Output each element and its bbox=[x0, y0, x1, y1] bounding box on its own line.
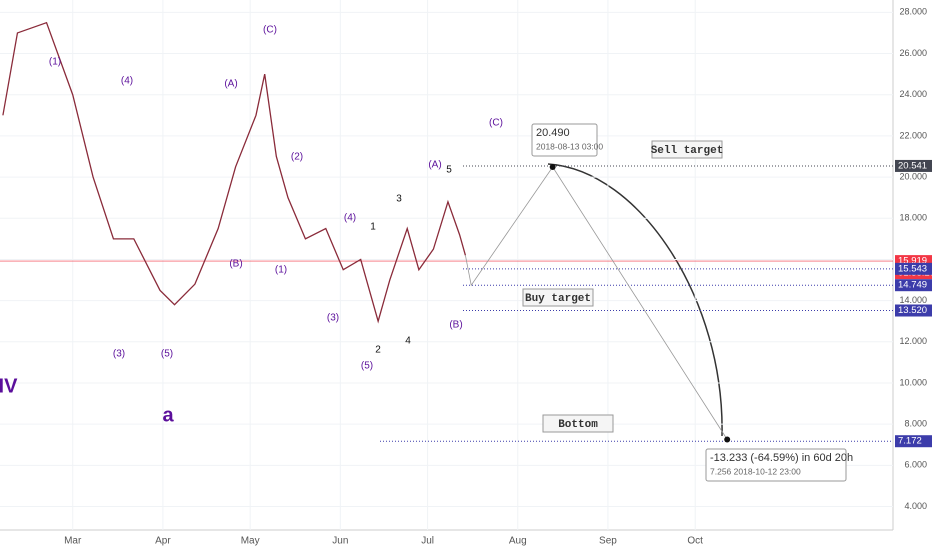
tooltip-text: 7.256 2018-10-12 23:00 bbox=[710, 466, 801, 476]
price-tag bbox=[895, 304, 932, 317]
wave-label: (A) bbox=[224, 79, 237, 90]
wave-label: IV bbox=[0, 375, 18, 397]
price-tag-label: 15.919 bbox=[898, 256, 927, 267]
price-tag bbox=[895, 255, 932, 268]
y-tick-label: 24.000 bbox=[899, 89, 927, 99]
wave-label: (5) bbox=[361, 361, 373, 372]
wave-label: (C) bbox=[489, 118, 503, 129]
wave-label: (B) bbox=[449, 320, 462, 331]
y-tick-label: 12.000 bbox=[899, 336, 927, 346]
x-tick-label: Oct bbox=[687, 536, 703, 547]
y-tick-label: 14.000 bbox=[899, 295, 927, 305]
x-tick-label: Jun bbox=[332, 536, 348, 547]
wave-label: (3) bbox=[113, 349, 125, 360]
x-tick-label: Jul bbox=[421, 536, 434, 547]
target-box bbox=[522, 288, 594, 307]
wave-label: a bbox=[162, 404, 174, 426]
x-tick-label: Sep bbox=[599, 536, 617, 547]
projection-point bbox=[549, 163, 556, 170]
tooltip-text: -13.233 (-64.59%) in 60d 20h bbox=[710, 452, 853, 464]
price-tag bbox=[895, 159, 932, 172]
wave-label: (C) bbox=[263, 25, 277, 36]
price-line bbox=[465, 166, 728, 440]
x-tick-label: May bbox=[241, 536, 260, 547]
wave-label: 5 bbox=[446, 165, 452, 176]
wave-label: (2) bbox=[291, 152, 303, 163]
tooltip-text: 2018-08-13 03:00 bbox=[536, 141, 603, 151]
wave-label: (4) bbox=[121, 76, 133, 87]
wave-label: (1) bbox=[275, 265, 287, 276]
price-tag-label: 15.543 bbox=[898, 263, 927, 274]
y-tick-label: 6.000 bbox=[904, 460, 927, 470]
wave-label: (B) bbox=[229, 259, 242, 270]
y-tick-label: 26.000 bbox=[899, 48, 927, 58]
target-label: Sell target bbox=[651, 145, 724, 157]
price-line bbox=[2, 21, 467, 324]
wave-label: (3) bbox=[327, 313, 339, 324]
price-tag bbox=[895, 435, 932, 448]
price-tag-label: 13.520 bbox=[898, 305, 927, 316]
projection-point bbox=[724, 436, 731, 443]
wave-label: (A) bbox=[428, 160, 441, 171]
price-tag-label: 7.172 bbox=[898, 436, 922, 447]
price-tag bbox=[895, 279, 932, 292]
x-tick-label: Mar bbox=[64, 536, 82, 547]
tooltip-text: 20.490 bbox=[536, 127, 570, 139]
x-tick-label: Apr bbox=[155, 536, 171, 547]
tooltip-box bbox=[705, 448, 847, 482]
y-tick-label: 22.000 bbox=[899, 130, 927, 140]
price-tag-label: 14.749 bbox=[898, 280, 927, 291]
target-label: Buy target bbox=[525, 293, 591, 305]
y-tick-label: 18.000 bbox=[899, 213, 927, 223]
y-tick-label: 28.000 bbox=[899, 7, 927, 17]
x-tick-label: Aug bbox=[509, 536, 527, 547]
forecast-arc bbox=[547, 163, 723, 437]
wave-label: 4 bbox=[405, 336, 411, 347]
wave-label: (4) bbox=[344, 213, 356, 224]
price-tag bbox=[895, 262, 932, 275]
wave-label: 3 bbox=[396, 194, 402, 205]
wave-label: (5) bbox=[161, 349, 173, 360]
target-label: Bottom bbox=[558, 419, 598, 431]
y-tick-label: 20.000 bbox=[899, 171, 927, 181]
price-tag-label: 20.541 bbox=[898, 160, 927, 171]
tooltip-box bbox=[531, 123, 598, 157]
y-tick-label: 4.000 bbox=[904, 501, 927, 511]
target-box bbox=[542, 414, 614, 433]
wave-label: 2 bbox=[375, 345, 381, 356]
wave-label: (1) bbox=[49, 57, 61, 68]
wave-label: 1 bbox=[370, 222, 376, 233]
y-tick-label: 10.000 bbox=[899, 377, 927, 387]
target-box bbox=[651, 140, 723, 159]
y-tick-label: 8.000 bbox=[904, 419, 927, 429]
